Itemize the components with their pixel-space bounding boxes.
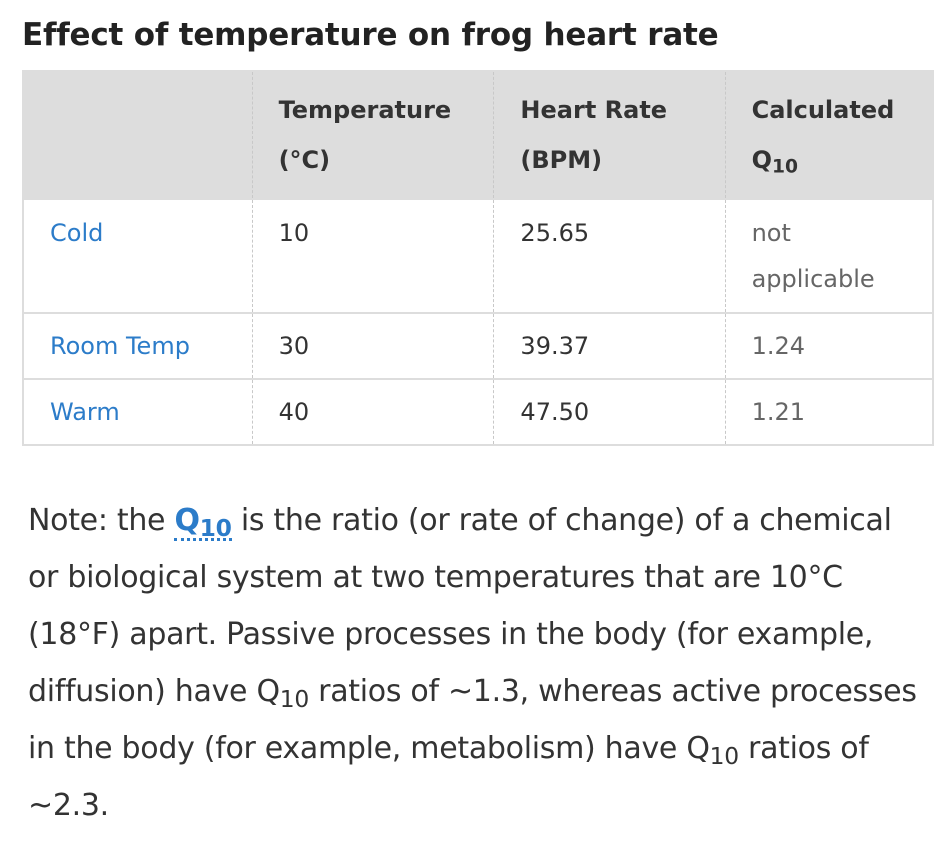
q10-term-subscript: 10 xyxy=(199,513,232,542)
header-heart-rate: Heart Rate (BPM) xyxy=(493,71,726,199)
row-label-warm: Warm xyxy=(50,398,120,426)
header-q10-subscript: 10 xyxy=(771,156,799,178)
q10-note: Note: the Q10 is the ratio (or rate of c… xyxy=(28,492,928,834)
header-empty xyxy=(23,71,252,199)
q10-cell: 1.24 xyxy=(724,313,933,379)
header-q10-label: Calculated xyxy=(751,96,895,124)
table-row: Cold 10 25.65 not applicable xyxy=(23,199,933,313)
q10-cell-line2: applicable xyxy=(751,265,875,293)
table-row: Warm 40 47.50 1.21 xyxy=(23,379,933,445)
q10-term-link[interactable]: Q10 xyxy=(174,503,232,542)
header-temperature: Temperature (°C) xyxy=(251,71,494,199)
q10-symbol-passive: Q xyxy=(256,674,280,709)
row-label-room-temp: Room Temp xyxy=(50,332,190,360)
header-heart-rate-label: Heart Rate xyxy=(520,96,668,124)
heart-rate-cell: 39.37 xyxy=(493,313,726,379)
header-q10: Calculated Q10 xyxy=(724,71,933,199)
note-text-part2: ratios of ~1.3, whereas active processes… xyxy=(28,674,917,766)
q10-cell: 1.21 xyxy=(724,379,933,445)
row-label-cold: Cold xyxy=(50,219,104,247)
q10-term-symbol: Q xyxy=(174,503,200,538)
temperature-cell: 30 xyxy=(251,313,494,379)
header-temperature-label: Temperature xyxy=(278,96,452,124)
header-temperature-unit: (°C) xyxy=(278,146,331,174)
temperature-cell: 40 xyxy=(251,379,494,445)
header-heart-rate-unit: (BPM) xyxy=(520,146,603,174)
q10-subscript-active: 10 xyxy=(709,741,739,770)
heart-rate-table: Temperature (°C) Heart Rate (BPM) Calcul… xyxy=(22,70,934,446)
heart-rate-cell: 47.50 xyxy=(493,379,726,445)
q10-subscript-passive: 10 xyxy=(279,684,309,713)
page-title: Effect of temperature on frog heart rate xyxy=(22,17,719,53)
table-header-row: Temperature (°C) Heart Rate (BPM) Calcul… xyxy=(23,71,933,199)
temperature-cell: 10 xyxy=(251,199,494,313)
note-prefix: Note: the xyxy=(28,503,175,538)
note-text-part1: is the ratio (or rate of change) of a ch… xyxy=(28,503,892,709)
heart-rate-cell: 25.65 xyxy=(493,199,726,313)
header-q10-symbol: Q xyxy=(751,146,772,174)
table-row: Room Temp 30 39.37 1.24 xyxy=(23,313,933,379)
note-text-part3: ratios of ~2.3. xyxy=(28,731,869,823)
q10-cell-line1: not xyxy=(751,219,791,247)
q10-cell: not applicable xyxy=(724,199,933,313)
q10-symbol-active: Q xyxy=(686,731,710,766)
